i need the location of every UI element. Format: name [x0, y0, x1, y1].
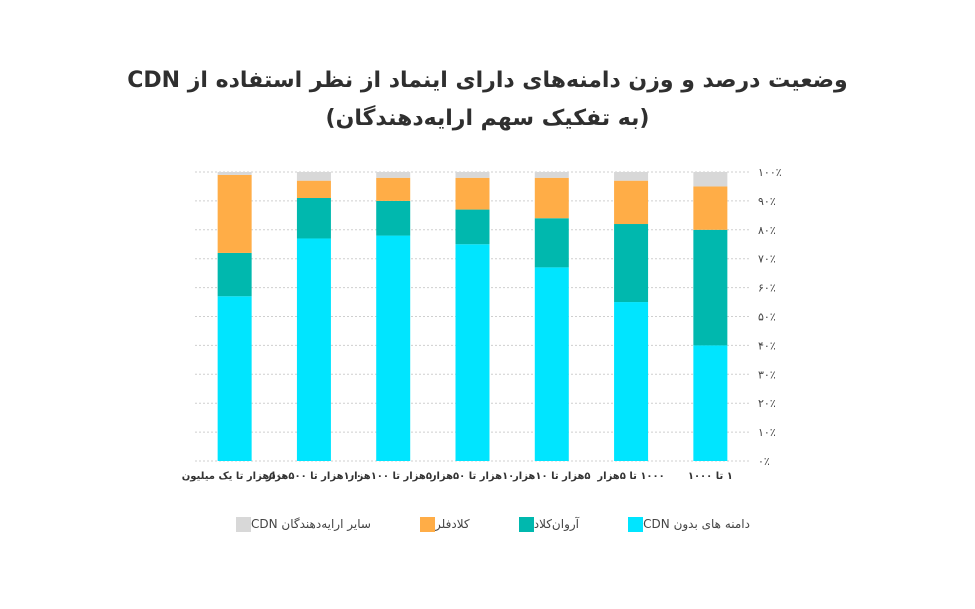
bar-segment: [693, 229, 728, 346]
bar-segment: [614, 302, 649, 461]
bar-segment: [534, 218, 569, 268]
bar-segment: [217, 172, 252, 175]
bar-segment: [376, 235, 411, 461]
legend-label-cloudflare: کلادفلر: [435, 517, 470, 531]
legend-swatch-arvancloud: [518, 516, 534, 532]
legend-item-cloudflare: کلادفلر: [414, 516, 470, 532]
x-tick-label: ۱۰۰۰ تا ۵هزار: [596, 471, 664, 482]
legend: دامنه های بدون CDN آروان‌کلاد کلادفلر سا…: [230, 512, 750, 536]
bars: [217, 172, 728, 461]
legend-item-other-cdn: سایر ارایه‌دهندگان CDN: [230, 516, 371, 532]
y-tick-label: ۷۰٪: [758, 253, 776, 266]
x-tick-label: ۱۰۰هزار تا ۵۰۰هزار: [265, 471, 362, 482]
x-tick-label: ۵هزار تا ۱۰هزار: [512, 471, 590, 482]
bar-segment: [693, 186, 728, 230]
bar-segment: [693, 172, 728, 187]
bar-segment: [296, 180, 331, 199]
bar-segment: [614, 224, 649, 303]
y-tick-label: ۱۰۰٪: [758, 166, 782, 179]
legend-swatch-no-cdn: [628, 516, 644, 532]
bar-segment: [455, 172, 490, 178]
y-tick-label: ۰٪: [758, 455, 770, 468]
bar-segment: [296, 198, 331, 239]
y-tick-label: ۹۰٪: [758, 195, 776, 208]
legend-label-arvancloud: آروان‌کلاد: [533, 517, 580, 531]
y-tick-label: ۲۰٪: [758, 397, 776, 410]
bar-segment: [455, 177, 490, 210]
bar-segment: [534, 267, 569, 461]
bar-segment: [614, 172, 649, 181]
y-tick-label: ۶۰٪: [758, 282, 776, 295]
bar-segment: [296, 172, 331, 181]
bar-segment: [534, 177, 569, 219]
bar-segment: [217, 252, 252, 297]
legend-item-arvancloud: آروان‌کلاد: [513, 516, 580, 532]
chart-title-line-1: وضعیت درصد و وزن دامنه‌های دارای اینماد …: [127, 68, 848, 93]
y-tick-label: ۸۰٪: [758, 224, 776, 237]
y-axis-ticks: ۰٪ ۱۰٪ ۲۰٪ ۳۰٪ ۴۰٪ ۵۰٪ ۶۰٪ ۷۰٪ ۸۰٪ ۹۰٪ ۱۰۰٪: [758, 166, 782, 468]
bar-segment: [455, 209, 490, 245]
y-tick-label: ۳۰٪: [758, 368, 776, 381]
chart-title-line-2: (به تفکیک سهم ارایه‌دهندگان): [325, 106, 650, 131]
bar-segment: [376, 200, 411, 236]
bar-segment: [376, 172, 411, 178]
legend-swatch-other-cdn: [236, 516, 251, 532]
chart-title: وضعیت درصد و وزن دامنه‌های دارای اینماد …: [0, 62, 975, 138]
bar-segment: [217, 296, 252, 461]
y-tick-label: ۴۰٪: [758, 339, 776, 352]
bar-segment: [376, 177, 411, 201]
x-tick-label: ۵۰۰هزار تا یک میلیون: [182, 471, 288, 482]
x-tick-label: ۵۰هزار تا ۱۰۰هزار: [347, 471, 438, 482]
bar-segment: [217, 174, 252, 253]
y-tick-label: ۵۰٪: [758, 311, 776, 324]
bar-segment: [296, 238, 331, 461]
legend-swatch-cloudflare: [420, 516, 436, 532]
legend-label-other-cdn: سایر ارایه‌دهندگان CDN: [251, 517, 371, 531]
bar-segment: [614, 180, 649, 225]
bar-segment: [455, 244, 490, 461]
legend-item-no-cdn: دامنه های بدون CDN: [622, 516, 750, 532]
bar-segment: [693, 345, 728, 461]
y-tick-label: ۱۰٪: [758, 426, 776, 439]
x-tick-label: ۱۰هزار تا ۵۰هزار: [430, 471, 515, 482]
x-tick-label: ۱ تا ۱۰۰۰: [688, 471, 733, 482]
bar-segment: [534, 172, 569, 178]
legend-label-no-cdn: دامنه های بدون CDN: [643, 517, 750, 531]
